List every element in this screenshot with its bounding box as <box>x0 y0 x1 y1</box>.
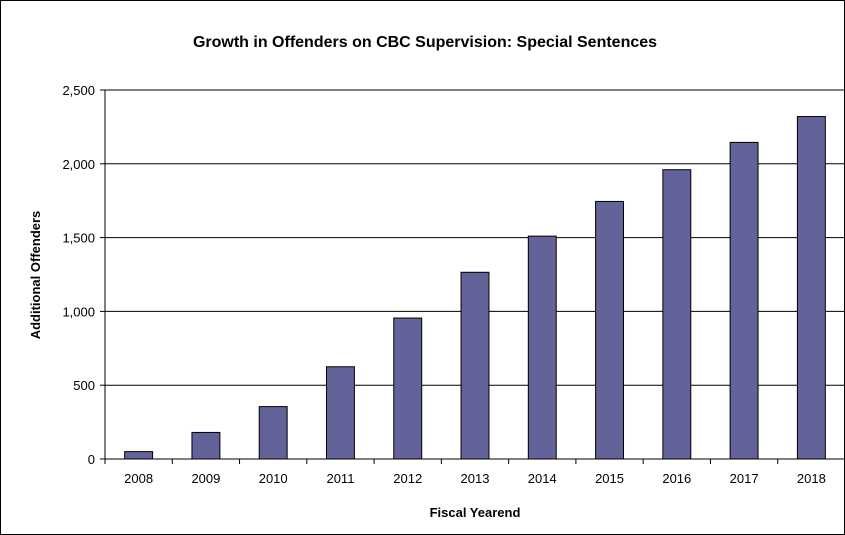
bar-2015 <box>595 200 625 460</box>
bar-2010 <box>258 406 288 460</box>
x-tick-label: 2014 <box>528 471 557 486</box>
y-tick-label: 0 <box>88 452 95 467</box>
x-tick-label: 2008 <box>124 471 153 486</box>
bars <box>124 116 826 460</box>
x-tick-label: 2016 <box>662 471 691 486</box>
y-tick-label: 2,500 <box>62 83 95 98</box>
x-tick-label: 2013 <box>461 471 490 486</box>
chart-title: Growth in Offenders on CBC Supervision: … <box>193 34 657 51</box>
x-tick-label: 2009 <box>191 471 220 486</box>
y-tick-label: 500 <box>73 378 95 393</box>
y-tick-labels: 0 500 1,000 1,500 2,000 2,500 <box>62 83 95 467</box>
bar-2014 <box>527 235 557 460</box>
x-tick-label: 2015 <box>595 471 624 486</box>
y-tick-label: 2,000 <box>62 157 95 172</box>
x-tick-labels: 2008 2009 2010 2011 2012 2013 2014 2015 2016 2017… <box>124 471 826 486</box>
bar-2017 <box>729 141 759 460</box>
x-tick-label: 2012 <box>393 471 422 486</box>
y-axis-title: Additional Offenders <box>28 211 43 340</box>
y-tick-label: 1,500 <box>62 231 95 246</box>
bar-2009 <box>191 431 221 460</box>
x-tick-label: 2018 <box>797 471 826 486</box>
bar-2013 <box>460 271 490 460</box>
x-tick-label: 2010 <box>259 471 288 486</box>
x-axis-title: Fiscal Yearend <box>430 505 521 520</box>
x-tick-label: 2017 <box>730 471 759 486</box>
bar-2008 <box>124 451 154 460</box>
bar-2018 <box>796 116 826 460</box>
x-tick-label: 2011 <box>326 471 354 486</box>
axes <box>100 89 845 464</box>
y-tick-label: 1,000 <box>62 304 95 319</box>
bar-2016 <box>662 169 692 460</box>
bar-2011 <box>325 366 355 460</box>
bar-2012 <box>393 317 423 460</box>
